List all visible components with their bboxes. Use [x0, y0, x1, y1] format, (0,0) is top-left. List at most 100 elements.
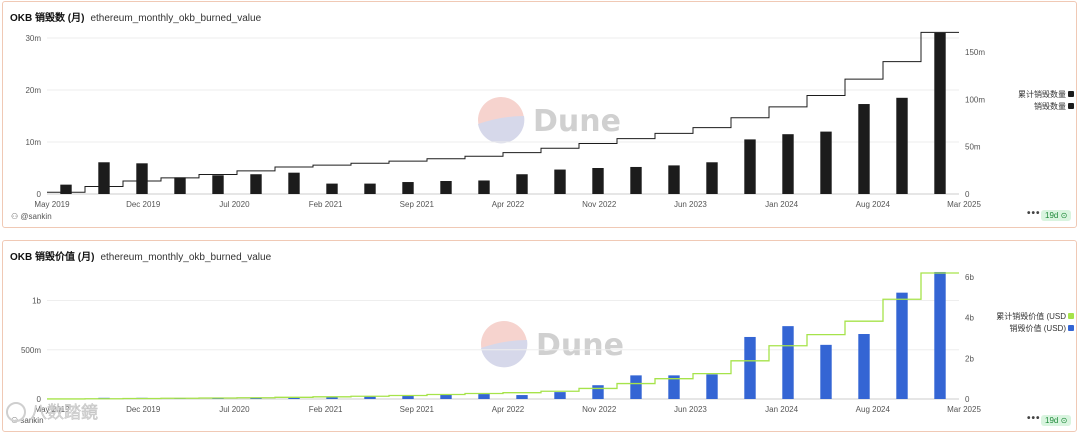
x-axis-tick-label: Jul 2020 [219, 200, 250, 209]
bar [326, 183, 338, 194]
bar [592, 168, 604, 194]
bar [668, 165, 680, 194]
right-axis-tick-label: 50m [965, 143, 981, 152]
legend-swatch [1068, 313, 1074, 319]
burn-count-chart: Dune 0 10m 20m 30m 0 50m 100m 150m May 2019 Dec 20… [25, 31, 1074, 209]
bar [174, 177, 186, 194]
bar [554, 392, 566, 399]
legend-swatch [1068, 91, 1074, 97]
bar [516, 395, 528, 399]
watermark-text: Dune [533, 104, 621, 139]
bar [668, 375, 680, 399]
bar [364, 183, 376, 194]
watermark-text: Dune [536, 328, 624, 363]
refresh-badge[interactable]: 19d ⊙ [1041, 415, 1072, 426]
dune-watermark: Dune [481, 321, 624, 368]
right-axis-tick-label: 0 [965, 395, 970, 404]
legend-label: 销毁数量 [1034, 101, 1066, 111]
bar [60, 184, 72, 194]
more-options-icon[interactable]: ••• [1027, 413, 1041, 424]
legend-label: 累计销毁价值 (USD [996, 311, 1066, 321]
refresh-badge[interactable]: 19d ⊙ [1041, 210, 1072, 221]
more-options-icon[interactable]: ••• [1027, 208, 1041, 219]
left-axis-tick-label: 10m [25, 138, 41, 147]
x-axis-tick-label: May 2019 [34, 200, 70, 209]
right-axis-tick-label: 150m [965, 48, 985, 57]
x-axis-tick-label: Dec 2019 [126, 405, 161, 414]
bar [858, 334, 870, 399]
x-axis-tick-label: Aug 2024 [856, 200, 891, 209]
burn-value-chart: Dune 0 500m 1b 0 2b 4b 6b May 2019 Dec 2019 Jul 20… [21, 271, 1074, 414]
bar [858, 104, 870, 194]
x-axis-tick-label: Jan 2024 [765, 405, 798, 414]
bar [478, 394, 490, 399]
watermark-logo-icon [6, 402, 26, 422]
x-axis-tick-label: Apr 2022 [492, 405, 525, 414]
bar [440, 394, 452, 399]
bar [402, 182, 414, 194]
chart-title: OKB 销毁数 (月) ethereum_monthly_okb_burned_v… [10, 13, 262, 24]
bar [706, 374, 718, 399]
x-axis-tick-label: Aug 2024 [856, 405, 891, 414]
x-axis-tick-label: Jan 2024 [765, 200, 798, 209]
x-axis-tick-label: Feb 2021 [309, 200, 343, 209]
bar [744, 139, 756, 194]
bar [744, 336, 756, 399]
bar [630, 166, 642, 194]
legend: 累计销毁价值 (USD 销毁价值 (USD) [996, 311, 1074, 333]
x-axis-tick-label: Sep 2021 [400, 200, 435, 209]
bar [478, 180, 490, 194]
x-axis-tick-label: Feb 2021 [309, 405, 343, 414]
left-axis-tick-label: 1b [32, 297, 41, 306]
x-axis-tick-label: Dec 2019 [126, 200, 161, 209]
bar [98, 162, 110, 194]
x-axis-tick-label: Nov 2022 [582, 200, 617, 209]
legend-swatch [1068, 325, 1074, 331]
bar [326, 396, 338, 399]
bar [250, 174, 262, 194]
bar [592, 385, 604, 399]
left-axis-tick-label: 0 [37, 190, 42, 199]
legend-swatch [1068, 103, 1074, 109]
bar [402, 395, 414, 399]
legend-label: 累计销毁数量 [1018, 89, 1066, 99]
right-axis-tick-label: 2b [965, 354, 974, 363]
x-axis-tick-label: Jun 2023 [674, 200, 707, 209]
bar [440, 181, 452, 194]
cumulative-line [47, 31, 959, 193]
left-axis-tick-label: 0 [37, 395, 42, 404]
bar [288, 172, 300, 194]
x-axis-tick-label: Mar 2025 [947, 200, 981, 209]
bar [364, 396, 376, 399]
bar [630, 375, 642, 399]
burn-count-chart-panel: OKB 销毁数 (月) ethereum_monthly_okb_burned_v… [2, 1, 1077, 228]
bar [820, 131, 832, 194]
bar [136, 163, 148, 194]
x-axis-tick-label: Apr 2022 [492, 200, 525, 209]
watermark-text: 八数踏鏡 [30, 403, 98, 423]
bar [288, 397, 300, 399]
x-axis-tick-label: Sep 2021 [400, 405, 435, 414]
dune-watermark: Dune [478, 97, 621, 144]
legend-label: 销毁价值 (USD) [1010, 323, 1067, 333]
x-axis-tick-label: Nov 2022 [582, 405, 617, 414]
x-axis-tick-label: Jun 2023 [674, 405, 707, 414]
left-axis-tick-label: 20m [25, 86, 41, 95]
bar [516, 174, 528, 194]
author-label[interactable]: ⚇ @sankin [11, 212, 52, 221]
bar [934, 271, 946, 399]
burn-value-chart-panel: OKB 销毁价值 (月) ethereum_monthly_okb_burned_… [2, 240, 1077, 432]
dune-logo-shadow [478, 116, 525, 144]
bar [706, 162, 718, 194]
right-axis-tick-label: 6b [965, 273, 974, 282]
x-axis-tick-label: Jul 2020 [219, 405, 250, 414]
chart-title: OKB 销毁价值 (月) ethereum_monthly_okb_burned_… [10, 252, 272, 263]
x-axis-tick-label: May 2019 [34, 405, 70, 414]
left-axis-tick-label: 30m [25, 34, 41, 43]
dune-logo-shadow [481, 340, 528, 368]
left-axis-tick-label: 500m [21, 346, 41, 355]
bar [782, 134, 794, 194]
bar [782, 326, 794, 399]
bar [212, 175, 224, 194]
